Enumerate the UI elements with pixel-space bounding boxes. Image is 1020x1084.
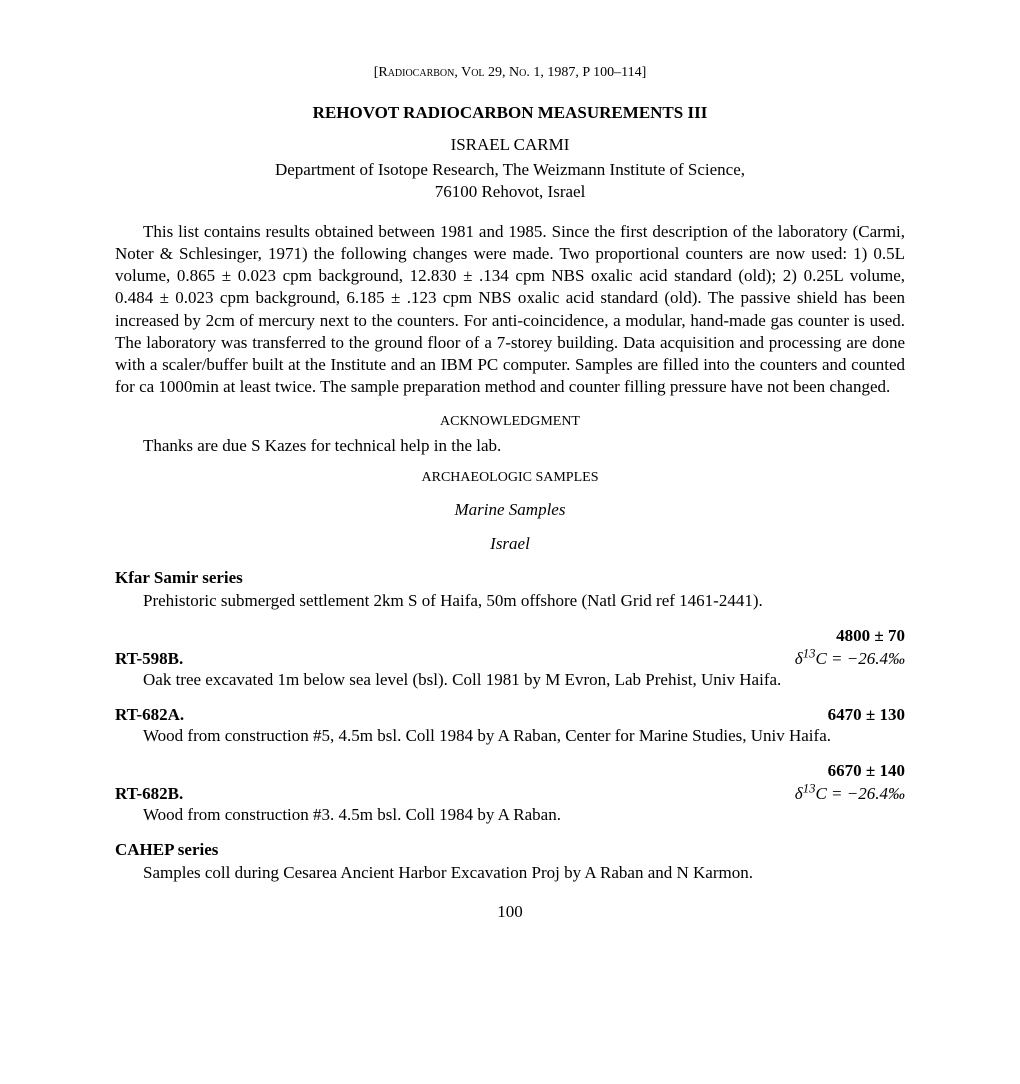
- sample-description: Wood from construction #3. 4.5m bsl. Col…: [115, 804, 905, 826]
- page-container: [Radiocarbon, Vol 29, No. 1, 1987, P 100…: [0, 0, 1020, 962]
- sample-entry: RT-598B. 4800 ± 70 δ13C = −26.4‰ Oak tre…: [115, 626, 905, 691]
- sample-age: 4800 ± 70: [795, 626, 905, 646]
- sample-id: RT-682A.: [115, 705, 184, 725]
- series-title: CAHEP series: [115, 840, 905, 860]
- acknowledgment-text: Thanks are due S Kazes for technical hel…: [115, 436, 905, 456]
- sample-age: 6470 ± 130: [828, 705, 905, 725]
- sample-description: Oak tree excavated 1m below sea level (b…: [115, 669, 905, 691]
- article-title: REHOVOT RADIOCARBON MEASUREMENTS III: [115, 103, 905, 123]
- sample-entry: RT-682A. 6470 ± 130 Wood from constructi…: [115, 705, 905, 747]
- sample-age: 6670 ± 140: [795, 761, 905, 781]
- affiliation-line: Department of Isotope Research, The Weiz…: [275, 160, 745, 179]
- series-title: Kfar Samir series: [115, 568, 905, 588]
- author-affiliation: Department of Isotope Research, The Weiz…: [115, 159, 905, 203]
- sample-header: RT-682B. 6670 ± 140 δ13C = −26.4‰: [115, 761, 905, 804]
- affiliation-line: 76100 Rehovot, Israel: [435, 182, 586, 201]
- journal-header: [Radiocarbon, Vol 29, No. 1, 1987, P 100…: [115, 65, 905, 81]
- subsection-heading: Marine Samples: [115, 500, 905, 520]
- sample-measurements: 6670 ± 140 δ13C = −26.4‰: [795, 761, 905, 804]
- sample-measurements: 4800 ± 70 δ13C = −26.4‰: [795, 626, 905, 669]
- sample-delta: δ13C = −26.4‰: [795, 646, 905, 669]
- series-description: Samples coll during Cesarea Ancient Harb…: [115, 862, 905, 884]
- acknowledgment-heading: ACKNOWLEDGMENT: [115, 414, 905, 430]
- sample-header: RT-682A. 6470 ± 130: [115, 705, 905, 725]
- section-heading: ARCHAEOLOGIC SAMPLES: [115, 470, 905, 486]
- sample-entry: RT-682B. 6670 ± 140 δ13C = −26.4‰ Wood f…: [115, 761, 905, 826]
- sample-id: RT-598B.: [115, 649, 183, 669]
- series-description: Prehistoric submerged settlement 2km S o…: [115, 590, 905, 612]
- intro-paragraph: This list contains results obtained betw…: [115, 221, 905, 398]
- sample-id: RT-682B.: [115, 784, 183, 804]
- page-number: 100: [115, 902, 905, 922]
- author-name: ISRAEL CARMI: [115, 135, 905, 155]
- sample-header: RT-598B. 4800 ± 70 δ13C = −26.4‰: [115, 626, 905, 669]
- sample-description: Wood from construction #5, 4.5m bsl. Col…: [115, 725, 905, 747]
- subsubsection-heading: Israel: [115, 534, 905, 554]
- sample-measurements: 6470 ± 130: [828, 705, 905, 725]
- sample-delta: δ13C = −26.4‰: [795, 781, 905, 804]
